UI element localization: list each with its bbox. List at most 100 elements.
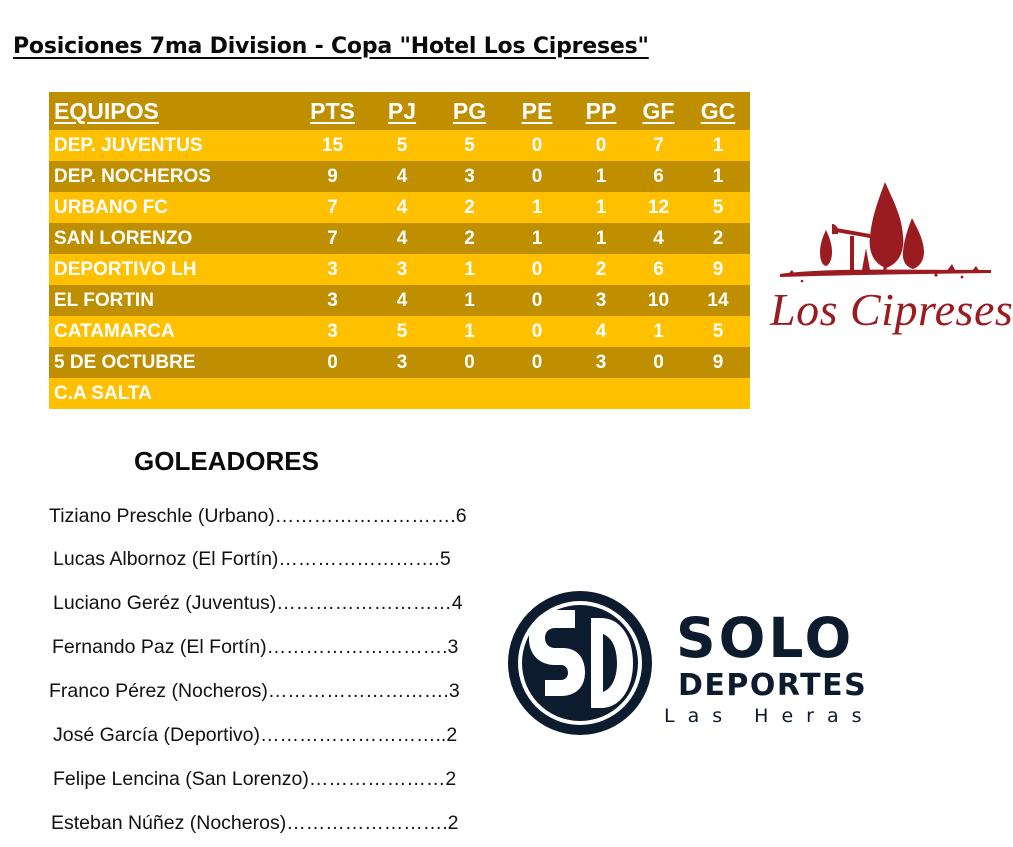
- cell-pe: [503, 378, 571, 409]
- team-name: DEP. NOCHEROS: [54, 165, 211, 187]
- table-row: CATAMARCA 3 5 1 0 4 1 5: [49, 316, 750, 347]
- cell-gf: 7: [653, 134, 664, 156]
- cell-gc: 5: [712, 196, 724, 218]
- team-name: CATAMARCA: [54, 320, 175, 342]
- scorer-entry: Esteban Núñez (Nocheros)…………………….2: [51, 812, 459, 834]
- cell-gc: 5: [712, 320, 724, 342]
- cell-pts: 7: [327, 196, 338, 218]
- cell-pj: 4: [396, 165, 408, 187]
- team-name: 5 DE OCTUBRE: [54, 351, 196, 373]
- header-gc: GC: [700, 97, 736, 124]
- team-name: SAN LORENZO: [54, 227, 193, 249]
- cell-pg: 0: [464, 351, 475, 373]
- cell-pg: 1: [464, 258, 475, 280]
- cell-pg: 2: [464, 227, 475, 249]
- standings-table: EQUIPOS PTS PJ PG PE PP GF GC DEP. JUVEN…: [49, 92, 750, 409]
- table-row: URBANO FC 7 4 2 1 1 12 5: [49, 192, 750, 223]
- scorer-entry: Fernando Paz (El Fortín)……………………….3: [52, 636, 459, 658]
- header-pts: PTS: [310, 97, 355, 124]
- team-name: DEP. JUVENTUS: [54, 134, 203, 156]
- cell-pe: 0: [531, 351, 543, 373]
- solo-deportes-title: SOLO: [676, 606, 855, 670]
- cell-gf: 6: [653, 258, 664, 280]
- cell-pp: 1: [595, 165, 607, 187]
- cell-pts: 9: [327, 165, 338, 187]
- cell-gc: 2: [712, 227, 724, 249]
- page-title: Posiciones 7ma Division - Copa "Hotel Lo…: [13, 34, 649, 59]
- header-gf: GF: [642, 97, 675, 124]
- cell-gf: 0: [653, 351, 664, 373]
- cell-pp: [571, 378, 631, 409]
- standings-header-row: EQUIPOS PTS PJ PG PE PP GF GC: [49, 92, 750, 130]
- cell-pts: [297, 378, 368, 409]
- scorer-entry: José García (Deportivo)………………………..2: [53, 724, 458, 746]
- scorer-entry: Felipe Lencina (San Lorenzo)…………………2: [53, 768, 457, 790]
- team-name: EL FORTIN: [54, 289, 154, 311]
- cell-pg: 3: [464, 165, 475, 187]
- cell-pp: 1: [595, 196, 607, 218]
- los-cipreses-logo: [780, 182, 991, 283]
- header-pp: PP: [585, 97, 617, 124]
- cell-pg: 1: [464, 289, 475, 311]
- cell-gf: 10: [647, 289, 670, 311]
- cell-pg: 1: [464, 320, 475, 342]
- cell-pg: 5: [464, 134, 475, 156]
- cell-pp: 2: [595, 258, 607, 280]
- cell-pts: 7: [327, 227, 338, 249]
- cell-gf: 4: [653, 227, 664, 249]
- header-pj: PJ: [387, 97, 417, 124]
- header-pe: PE: [521, 97, 553, 124]
- cell-gc: 1: [712, 134, 724, 156]
- cell-pj: 3: [396, 258, 408, 280]
- cell-pj: 5: [396, 134, 408, 156]
- header-equipos: EQUIPOS: [54, 97, 159, 124]
- cell-gf: [631, 378, 686, 409]
- scorer-entry: Lucas Albornoz (El Fortín)…………………….5: [53, 548, 451, 570]
- team-name: C.A SALTA: [54, 382, 152, 404]
- table-row: EL FORTIN 3 4 1 0 3 10 14: [49, 285, 750, 316]
- cell-pts: 0: [327, 351, 338, 373]
- cell-pe: 1: [531, 196, 543, 218]
- cell-pts: 3: [327, 258, 338, 280]
- team-name: DEPORTIVO LH: [54, 258, 197, 280]
- cell-gc: 1: [712, 165, 724, 187]
- table-row: C.A SALTA: [49, 378, 750, 409]
- scorers-title: GOLEADORES: [134, 446, 319, 476]
- cell-pp: 0: [595, 134, 607, 156]
- los-cipreses-wordmark: Los Cipreses: [770, 284, 1013, 335]
- cell-pts: 3: [327, 289, 338, 311]
- table-row: DEP. JUVENTUS 15 5 5 0 0 7 1: [49, 130, 750, 161]
- cell-pp: 3: [595, 289, 607, 311]
- cell-pj: 4: [396, 196, 408, 218]
- cell-pe: 0: [531, 134, 543, 156]
- cell-pg: [436, 378, 503, 409]
- cell-pj: 3: [396, 351, 408, 373]
- table-row: DEP. NOCHEROS 9 4 3 0 1 6 1: [49, 161, 750, 192]
- solo-deportes-subtitle: DEPORTES: [678, 668, 868, 703]
- cell-pe: 0: [531, 258, 543, 280]
- table-row: 5 DE OCTUBRE 0 3 0 0 3 0 9: [49, 347, 750, 378]
- cell-pp: 3: [595, 351, 607, 373]
- cell-gc: 9: [712, 351, 724, 373]
- table-row: DEPORTIVO LH 3 3 1 0 2 6 9: [49, 254, 750, 285]
- solo-deportes-emblem: [508, 591, 652, 735]
- cell-pe: 0: [531, 289, 543, 311]
- cell-gc: 14: [707, 289, 729, 311]
- cell-gf: 6: [653, 165, 664, 187]
- table-row: SAN LORENZO 7 4 2 1 1 4 2: [49, 223, 750, 254]
- cell-pp: 1: [595, 227, 607, 249]
- cell-pj: 4: [396, 227, 408, 249]
- cell-pe: 0: [531, 165, 543, 187]
- cell-pg: 2: [464, 196, 475, 218]
- cell-pj: 5: [396, 320, 408, 342]
- cell-pj: 4: [396, 289, 408, 311]
- cell-pe: 1: [531, 227, 543, 249]
- cell-pts: 15: [321, 134, 344, 156]
- cell-pj: [368, 378, 436, 409]
- cell-gf: 12: [647, 196, 670, 218]
- cell-pp: 4: [595, 320, 607, 342]
- cell-gc: [686, 378, 750, 409]
- cell-gf: 1: [653, 320, 664, 342]
- cell-gc: 9: [712, 258, 724, 280]
- scorer-entry: Franco Pérez (Nocheros)……………………….3: [49, 680, 460, 702]
